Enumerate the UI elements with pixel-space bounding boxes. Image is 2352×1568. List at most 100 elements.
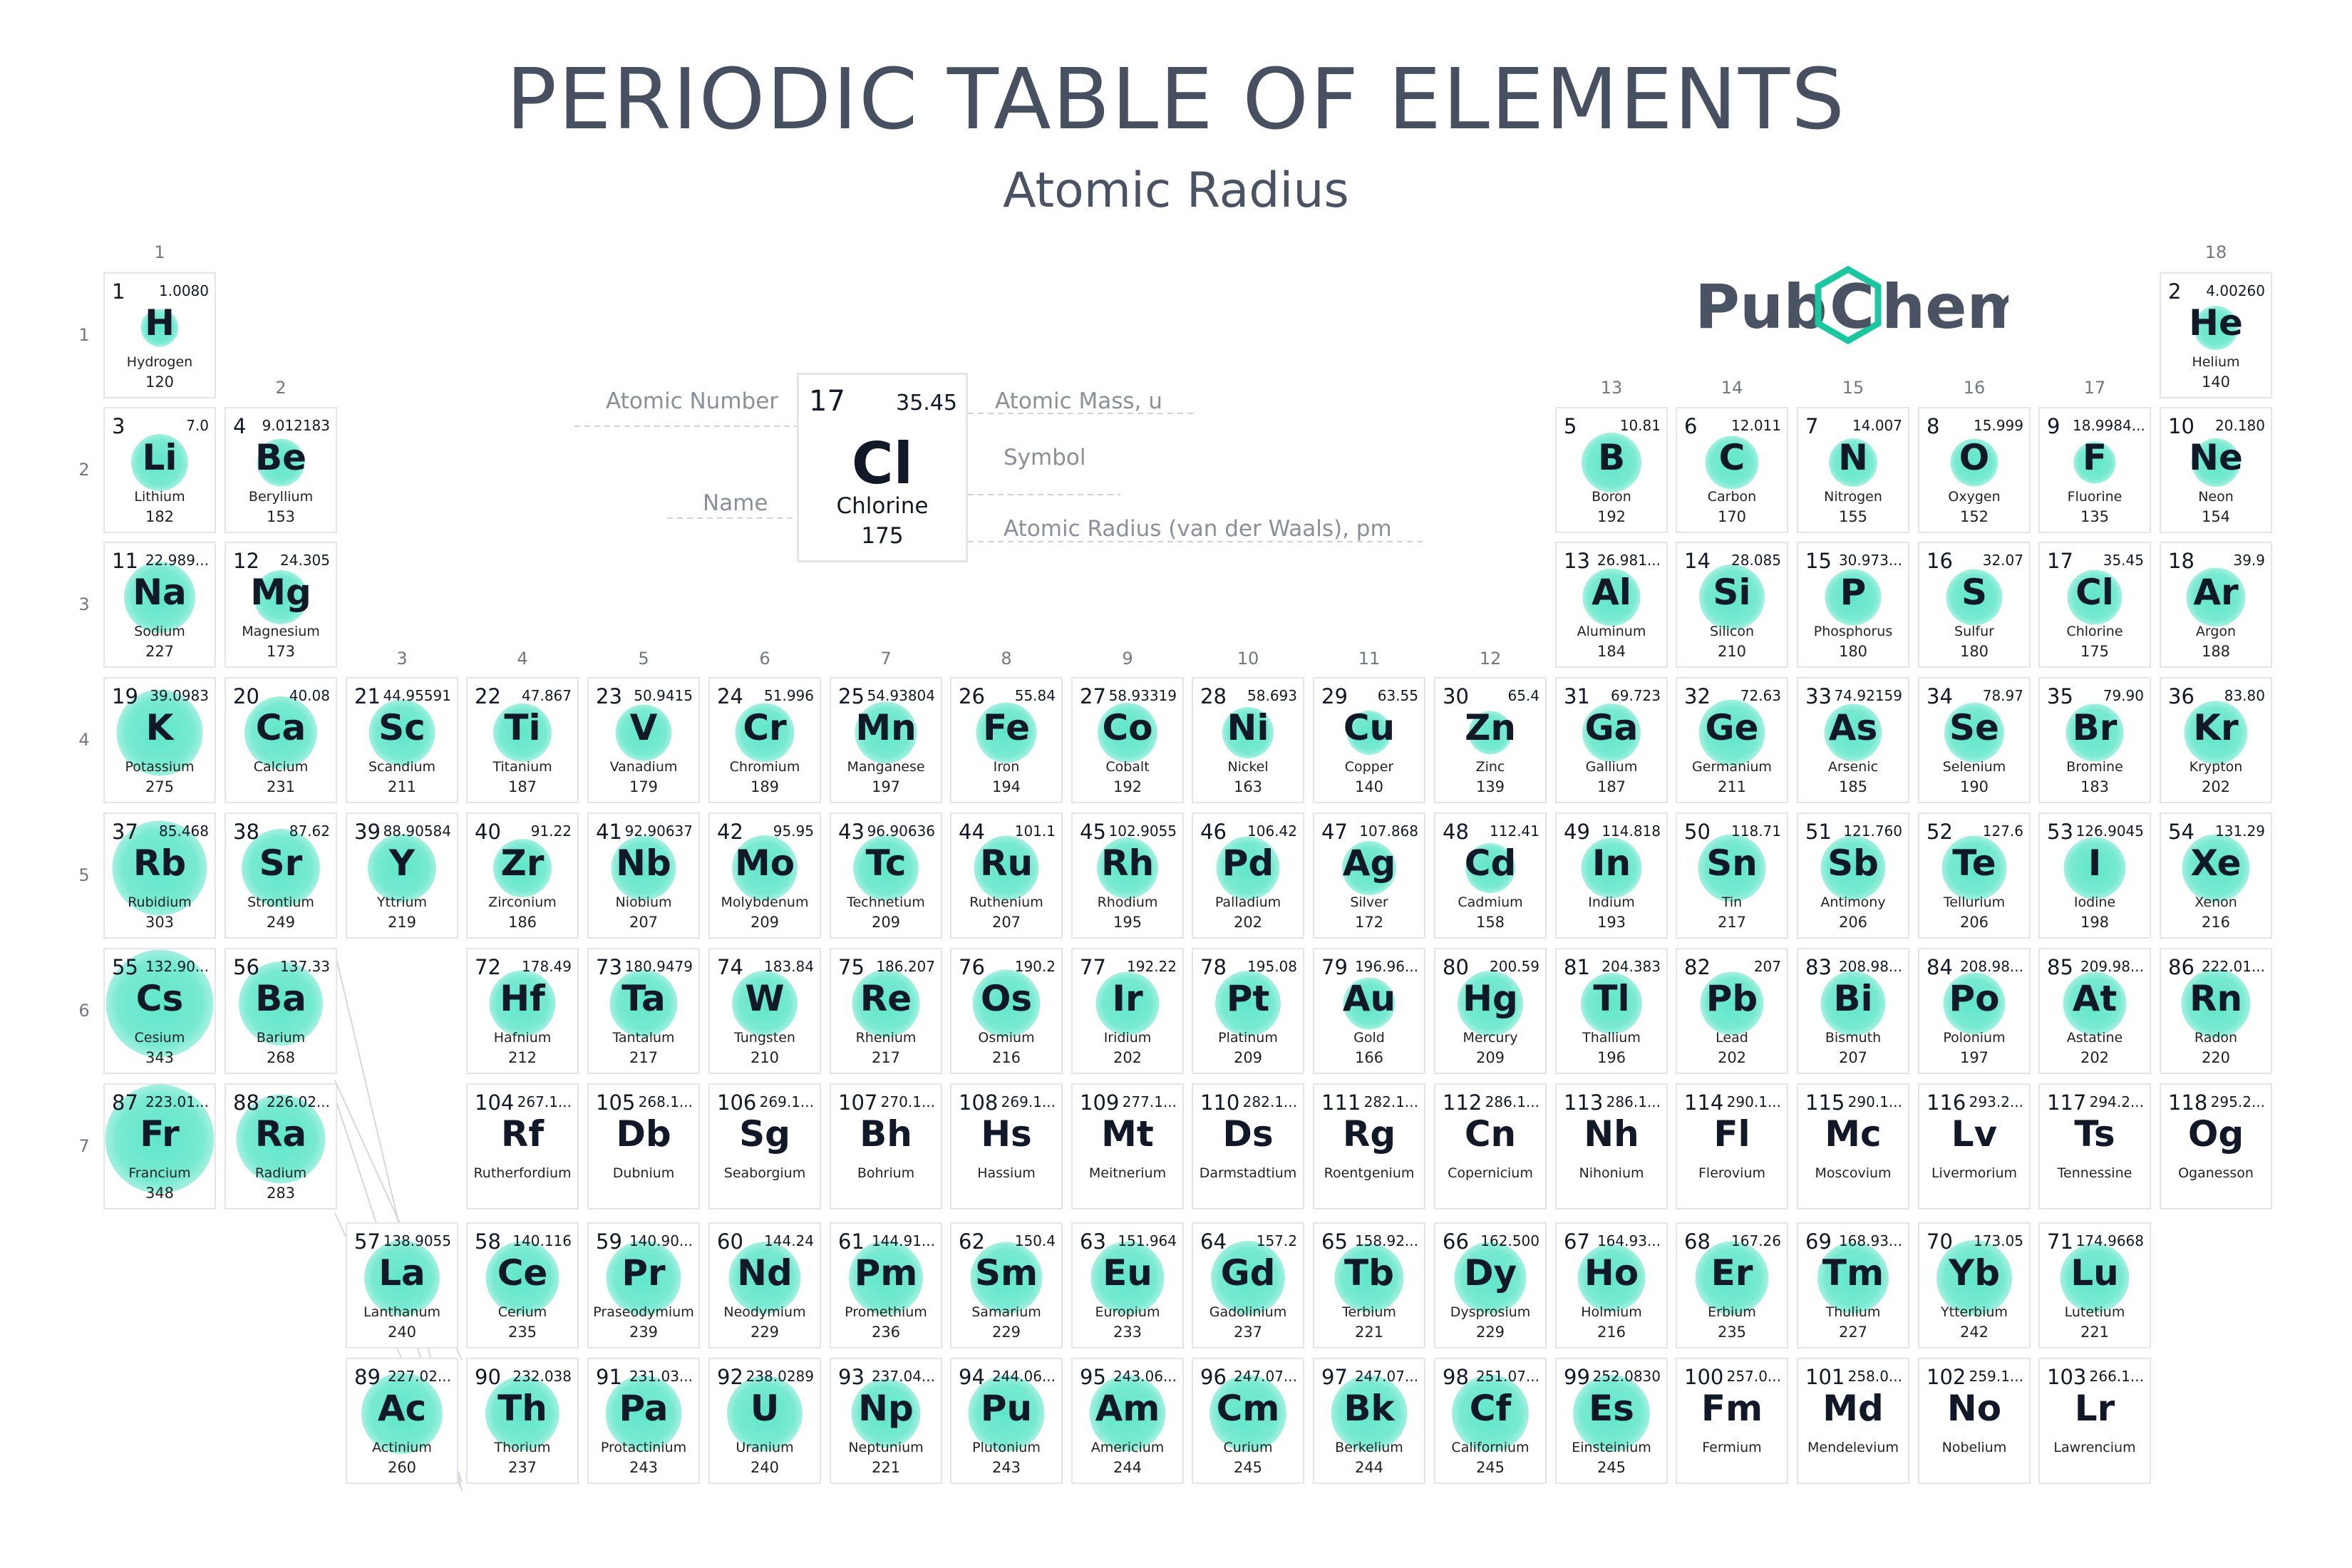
element-symbol: Er (1711, 1252, 1753, 1294)
element-atomic-number: 45 (1080, 820, 1106, 844)
element-atomic-mass: 30.973... (1838, 552, 1902, 569)
element-atomic-mass: 140.90... (629, 1232, 693, 1249)
element-name: Scandium (368, 759, 436, 775)
element-symbol: B (1597, 437, 1626, 478)
element-symbol: Co (1102, 707, 1153, 748)
element-name: Cobalt (1105, 759, 1150, 775)
element-atomic-mass: 101.1 (1014, 822, 1056, 840)
element-atomic-number: 2 (2168, 279, 2182, 304)
element-atomic-mass: 131.29 (2215, 822, 2265, 840)
atomic-radius-circle (853, 835, 919, 901)
group-label-4: 4 (517, 649, 528, 669)
element-atomic-mass: 78.97 (1982, 687, 2023, 704)
key-label-symbol: Symbol (1004, 445, 1086, 470)
atomic-radius-circle (1334, 1243, 1404, 1313)
element-atomic-number: 71 (2047, 1229, 2073, 1254)
element-atomic-number: 105 (596, 1090, 636, 1115)
period-label-6: 6 (78, 1001, 90, 1021)
element-cell-ni: 28 58.693 Ni Nickel 163 (1192, 677, 1304, 803)
element-name: Rutherfordium (473, 1165, 572, 1181)
element-atomic-number: 117 (2047, 1090, 2087, 1115)
element-radius: 202 (1113, 1049, 1143, 1066)
element-cell-rh: 45 102.9055 Rh Rhodium 195 (1071, 813, 1184, 939)
element-radius: 202 (1233, 914, 1263, 931)
atomic-radius-circle (2194, 306, 2238, 350)
element-symbol: Li (142, 437, 177, 478)
element-atomic-number: 96 (1200, 1365, 1227, 1389)
element-atomic-mass: 51.996 (764, 687, 814, 704)
atomic-radius-circle (1943, 972, 2006, 1035)
element-radius: 140 (1354, 778, 1384, 795)
element-cell-no: 102 259.1... No Nobelium (1918, 1358, 2031, 1484)
element-radius: 229 (991, 1324, 1021, 1341)
element-radius: 209 (871, 914, 901, 931)
element-symbol: Tm (1822, 1252, 1884, 1294)
element-name: Bohrium (857, 1165, 915, 1181)
element-atomic-number: 27 (1080, 684, 1106, 708)
element-cell-pb: 82 207 Pb Lead 202 (1676, 948, 1788, 1074)
element-symbol: Fr (140, 1113, 180, 1155)
element-atomic-number: 46 (1200, 820, 1227, 844)
atomic-radius-circle (970, 1242, 1043, 1314)
element-atomic-mass: 247.07... (1354, 1368, 1418, 1385)
element-radius: 220 (2201, 1049, 2231, 1066)
element-atomic-mass: 32.07 (1982, 552, 2023, 569)
element-radius: 242 (1959, 1324, 1989, 1341)
element-symbol: Ti (504, 707, 541, 748)
element-name: Holmium (1581, 1304, 1642, 1320)
atomic-radius-circle (1582, 568, 1641, 626)
element-name: Beryllium (248, 489, 314, 505)
element-atomic-number: 84 (1927, 955, 1953, 979)
element-name: Magnesium (242, 624, 320, 639)
element-atomic-number: 5 (1564, 414, 1577, 438)
element-atomic-mass: 207 (1753, 958, 1781, 975)
element-atomic-number: 6 (1684, 414, 1698, 438)
element-atomic-mass: 102.9055 (1108, 822, 1177, 840)
element-name: Tin (1721, 894, 1743, 910)
element-cell-ts: 117 294.2... Ts Tennessine (2038, 1083, 2151, 1209)
element-radius: 240 (750, 1459, 780, 1476)
element-cell-hg: 80 200.59 Hg Mercury 209 (1434, 948, 1547, 1074)
element-symbol: Al (1592, 572, 1631, 613)
element-symbol: Se (1949, 707, 1999, 748)
element-atomic-number: 63 (1080, 1229, 1106, 1254)
element-cell-au: 79 196.96... Au Gold 166 (1313, 948, 1425, 1074)
element-cell-tl: 81 204.383 Tl Thallium 196 (1555, 948, 1668, 1074)
element-name: Nitrogen (1824, 489, 1882, 505)
element-name: Lead (1716, 1030, 1748, 1046)
element-cell-lr: 103 266.1... Lr Lawrencium (2038, 1358, 2151, 1484)
element-symbol: Sg (739, 1113, 790, 1155)
element-atomic-mass: 208.98... (1959, 958, 2023, 975)
group-label-2: 2 (275, 378, 287, 398)
pubchem-logo: Pub C hem (1695, 265, 2008, 345)
element-radius: 202 (1717, 1049, 1747, 1066)
logo-hexagon-icon (1815, 265, 1882, 345)
element-name: Indium (1588, 894, 1635, 910)
element-atomic-number: 65 (1321, 1229, 1348, 1254)
element-radius: 243 (991, 1459, 1021, 1476)
element-name: Platinum (1218, 1030, 1278, 1046)
period-label-4: 4 (78, 730, 90, 750)
element-name: Boron (1592, 489, 1631, 505)
element-radius: 189 (750, 778, 780, 795)
atomic-radius-circle (605, 1375, 682, 1452)
element-atomic-number: 28 (1200, 684, 1227, 708)
element-radius: 154 (2201, 508, 2231, 525)
group-label-15: 15 (1842, 378, 1864, 398)
element-name: Potassium (125, 759, 195, 775)
element-symbol: Hs (981, 1113, 1032, 1155)
atomic-radius-circle (1829, 438, 1877, 487)
element-symbol: F (2082, 437, 2108, 478)
element-symbol: C (1718, 437, 1745, 478)
element-atomic-number: 109 (1080, 1090, 1120, 1115)
element-atomic-number: 69 (1805, 1229, 1832, 1254)
element-name: Thulium (1825, 1304, 1881, 1320)
element-name: Mercury (1463, 1030, 1518, 1046)
element-atomic-mass: 79.90 (2103, 687, 2144, 704)
key-name: Chlorine (836, 493, 929, 519)
element-atomic-mass: 226.02... (266, 1093, 330, 1110)
element-symbol: La (378, 1252, 425, 1294)
element-radius: 192 (1597, 508, 1626, 525)
element-cell-h: 1 1.0080 H Hydrogen 120 (103, 272, 216, 398)
element-radius: 283 (266, 1185, 296, 1202)
